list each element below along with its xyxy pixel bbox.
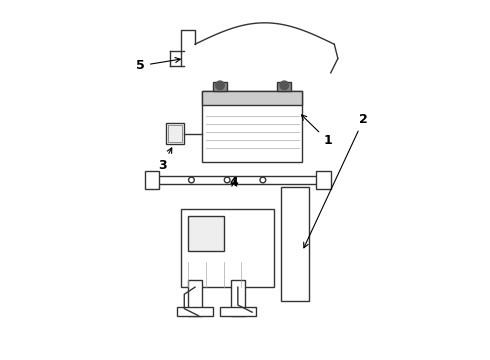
Bar bbox=[145, 171, 159, 189]
Text: 1: 1 bbox=[301, 115, 332, 147]
Bar bbox=[168, 125, 182, 143]
Bar bbox=[152, 176, 323, 184]
Bar bbox=[167, 123, 184, 144]
Circle shape bbox=[280, 81, 289, 90]
Bar bbox=[202, 91, 302, 162]
Text: 4: 4 bbox=[230, 176, 239, 189]
Bar bbox=[220, 307, 256, 316]
Bar bbox=[177, 307, 213, 316]
Bar bbox=[181, 208, 273, 287]
Bar bbox=[188, 280, 202, 316]
Bar bbox=[317, 171, 331, 189]
Bar bbox=[202, 91, 302, 105]
Text: 5: 5 bbox=[136, 58, 180, 72]
Circle shape bbox=[216, 81, 224, 90]
Bar bbox=[213, 82, 227, 91]
Text: 3: 3 bbox=[159, 148, 171, 172]
Bar bbox=[281, 187, 309, 301]
Text: 2: 2 bbox=[304, 113, 368, 248]
Bar bbox=[188, 216, 223, 251]
Bar bbox=[277, 82, 292, 91]
Bar bbox=[231, 280, 245, 316]
